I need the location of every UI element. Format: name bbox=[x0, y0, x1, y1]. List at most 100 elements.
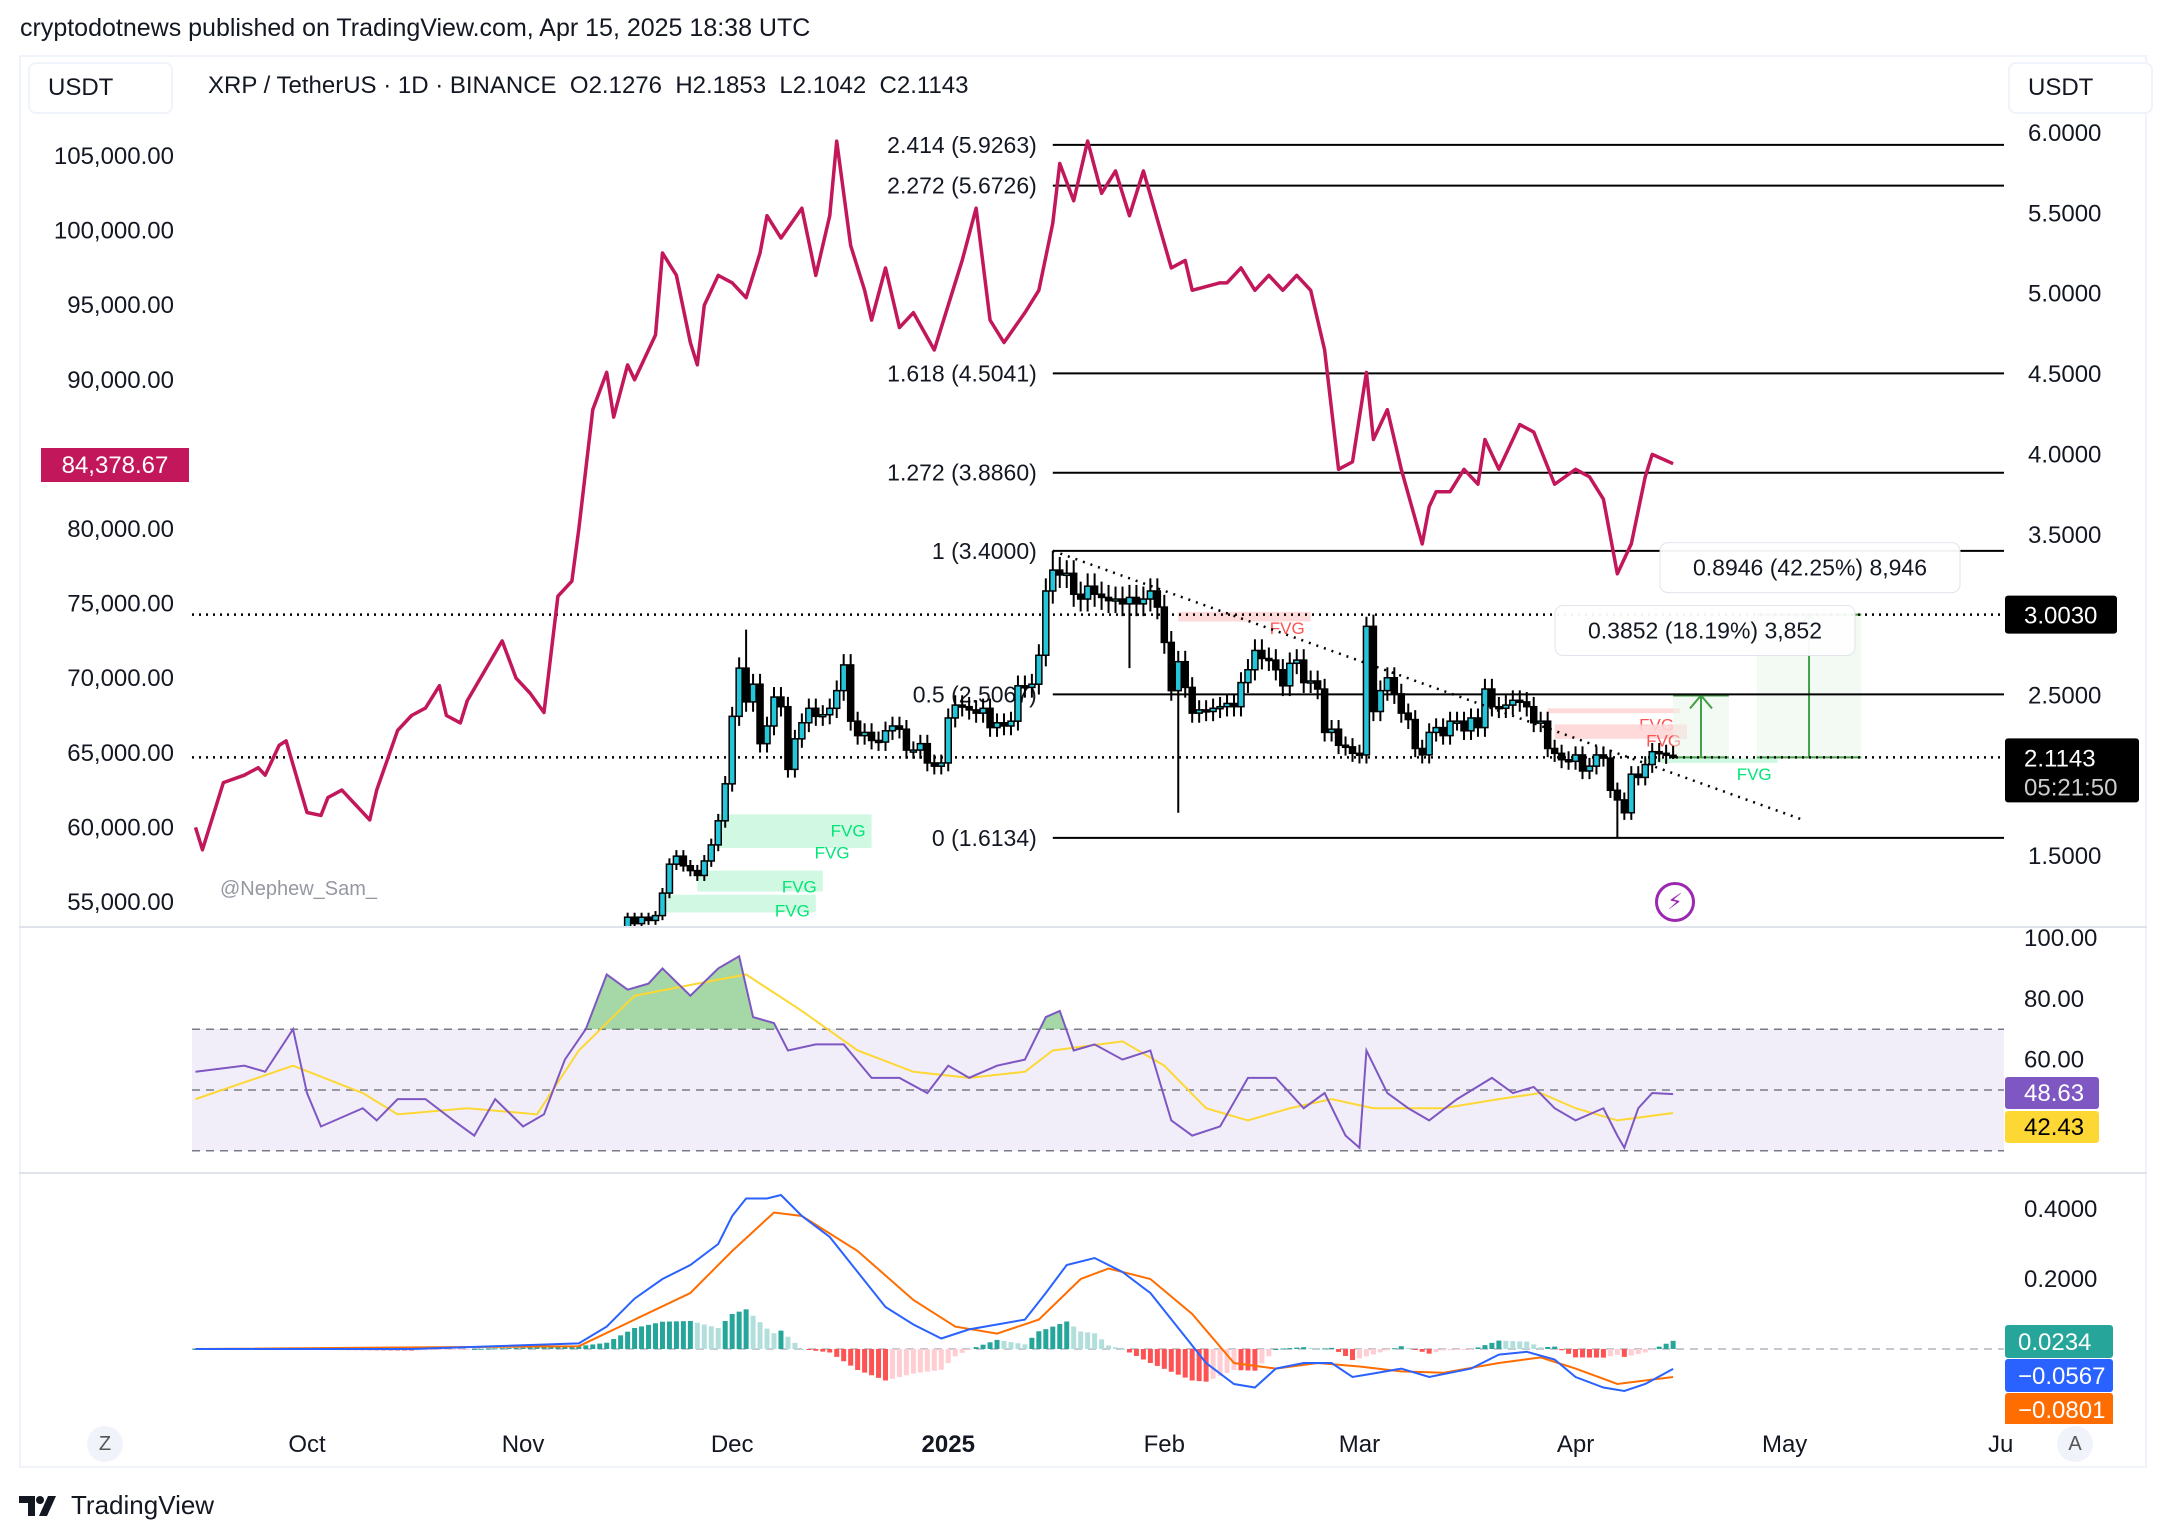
candle-body bbox=[1495, 705, 1503, 710]
candle bbox=[1292, 649, 1301, 675]
candle bbox=[1662, 744, 1670, 764]
candle-body bbox=[1334, 728, 1343, 747]
macd-histogram-bar bbox=[429, 1349, 435, 1351]
macd-histogram-bar bbox=[583, 1345, 589, 1349]
rsi-value-badge bbox=[2005, 1077, 2099, 1109]
left-unit-button[interactable]: USDT bbox=[28, 62, 173, 114]
macd-histogram-bar bbox=[1196, 1349, 1202, 1382]
candle bbox=[1334, 719, 1343, 755]
candle-body bbox=[1523, 701, 1531, 708]
candle-body bbox=[1181, 660, 1189, 689]
candle-body bbox=[749, 683, 757, 703]
macd-histogram-bar bbox=[1280, 1348, 1286, 1350]
btc-tick-left: 55,000.00 bbox=[67, 889, 174, 916]
macd-histogram-bar bbox=[785, 1336, 791, 1349]
macd-histogram-bar bbox=[945, 1349, 951, 1364]
candle bbox=[1606, 749, 1615, 798]
fvg-label: FVG bbox=[1737, 765, 1772, 784]
macd-histogram-bar bbox=[534, 1347, 540, 1349]
candle bbox=[1021, 675, 1029, 698]
candle bbox=[1083, 573, 1092, 612]
lightning-icon[interactable]: ⚡ bbox=[1655, 882, 1695, 922]
btc-tick-left: 80,000.00 bbox=[67, 516, 174, 543]
candle-body bbox=[1655, 750, 1663, 755]
candle bbox=[923, 734, 932, 772]
macd-histogram-bar bbox=[1663, 1343, 1669, 1349]
macd-histogram-bar bbox=[1008, 1342, 1014, 1349]
candle-body bbox=[770, 696, 778, 727]
candle bbox=[1362, 616, 1371, 764]
rsi-tick: 60.00 bbox=[2024, 1047, 2084, 1074]
macd-histogram-bar bbox=[457, 1349, 463, 1350]
macd-histogram-bar bbox=[1301, 1347, 1307, 1349]
fvg-zone bbox=[718, 814, 872, 849]
macd-histogram-bar bbox=[450, 1349, 456, 1350]
macd-histogram-bar bbox=[1161, 1349, 1167, 1369]
symbol-name[interactable]: XRP / TetherUS · 1D · BINANCE bbox=[208, 72, 557, 99]
macd-histogram-bar bbox=[1294, 1347, 1300, 1349]
candle bbox=[1585, 757, 1594, 780]
macd-histogram-bar bbox=[876, 1349, 882, 1378]
candle-body bbox=[1125, 596, 1134, 605]
candle bbox=[888, 716, 897, 740]
candle-body bbox=[1258, 649, 1266, 660]
fvg-label: FVG bbox=[775, 902, 810, 921]
candle bbox=[1090, 573, 1099, 607]
timezone-button[interactable]: Z bbox=[87, 1426, 123, 1462]
auto-scale-button[interactable]: A bbox=[2057, 1426, 2093, 1462]
macd-histogram-bar bbox=[980, 1344, 986, 1349]
candle-body bbox=[1564, 758, 1573, 763]
candle-body bbox=[637, 916, 646, 925]
macd-histogram-bar bbox=[1503, 1340, 1509, 1349]
candle-body bbox=[1516, 699, 1524, 704]
candle bbox=[784, 696, 792, 778]
macd-histogram-bar bbox=[597, 1343, 603, 1349]
candle-body bbox=[1341, 744, 1350, 749]
macd-tick: 0.4000 bbox=[2024, 1196, 2097, 1223]
candle bbox=[1035, 644, 1043, 695]
macd-histogram-bar bbox=[1524, 1341, 1530, 1349]
candle-body bbox=[1209, 707, 1217, 713]
candle bbox=[839, 654, 848, 701]
footer-brand: TradingView bbox=[71, 1490, 215, 1520]
macd-histogram-bar bbox=[666, 1321, 672, 1349]
macd-histogram-bar bbox=[1363, 1349, 1369, 1357]
candle bbox=[1564, 751, 1573, 770]
candle-body bbox=[1627, 773, 1636, 814]
candle bbox=[1167, 631, 1176, 701]
macd-signal-value-badge bbox=[2005, 1393, 2113, 1426]
candle-body bbox=[1097, 593, 1106, 599]
macd-histogram-bar bbox=[1343, 1349, 1349, 1356]
macd-histogram-bar bbox=[841, 1349, 847, 1362]
candle bbox=[1028, 673, 1036, 698]
candle-body bbox=[853, 720, 862, 737]
candle-body bbox=[986, 707, 994, 729]
time-axis-label: Mar bbox=[1339, 1431, 1380, 1458]
macd-histogram-bar bbox=[1531, 1344, 1537, 1349]
candle bbox=[791, 729, 799, 778]
candle-body bbox=[1265, 657, 1273, 662]
macd-line bbox=[195, 1193, 1674, 1393]
macd-histogram-bar bbox=[1210, 1349, 1216, 1379]
macd-histogram-bar bbox=[1099, 1339, 1105, 1349]
candle bbox=[777, 687, 785, 717]
candle bbox=[651, 911, 660, 925]
candle-body bbox=[1362, 625, 1371, 756]
macd-histogram-bar bbox=[499, 1348, 505, 1350]
candle bbox=[1460, 711, 1468, 740]
fib-level-label: 1.618 (4.5041) bbox=[887, 360, 1037, 386]
right-unit-button[interactable]: USDT bbox=[2008, 62, 2153, 114]
candle-body bbox=[1397, 693, 1406, 714]
candle bbox=[1669, 746, 1677, 760]
candle bbox=[1223, 693, 1231, 717]
macd-value-badge bbox=[2005, 1359, 2113, 1392]
candle bbox=[1523, 691, 1531, 717]
macd-histogram-bar bbox=[1133, 1349, 1139, 1356]
candle bbox=[1069, 560, 1078, 607]
candle-body bbox=[1021, 685, 1029, 689]
candle bbox=[1153, 578, 1162, 620]
candle bbox=[1474, 708, 1482, 737]
macd-histogram-bar bbox=[938, 1349, 944, 1370]
candle-body bbox=[874, 739, 883, 744]
